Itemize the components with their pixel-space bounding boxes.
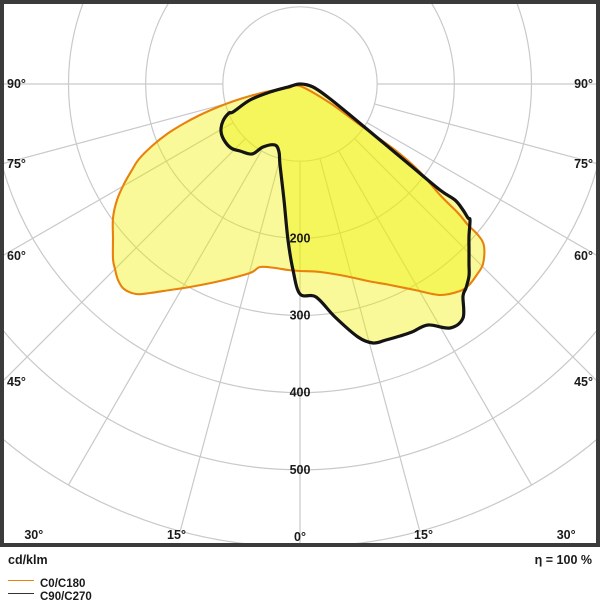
svg-text:90°: 90° bbox=[7, 77, 26, 91]
svg-text:60°: 60° bbox=[7, 249, 26, 263]
svg-text:30°: 30° bbox=[557, 528, 576, 542]
svg-text:60°: 60° bbox=[574, 249, 593, 263]
svg-text:75°: 75° bbox=[7, 157, 26, 171]
svg-text:500: 500 bbox=[290, 463, 311, 477]
svg-text:15°: 15° bbox=[414, 528, 433, 542]
svg-text:15°: 15° bbox=[167, 528, 186, 542]
svg-text:45°: 45° bbox=[7, 375, 26, 389]
svg-text:400: 400 bbox=[290, 386, 311, 400]
svg-text:300: 300 bbox=[290, 309, 311, 323]
svg-text:0°: 0° bbox=[294, 530, 306, 544]
svg-text:200: 200 bbox=[290, 231, 311, 245]
svg-text:75°: 75° bbox=[574, 157, 593, 171]
svg-text:45°: 45° bbox=[574, 375, 593, 389]
svg-text:90°: 90° bbox=[574, 77, 593, 91]
svg-text:30°: 30° bbox=[24, 528, 43, 542]
